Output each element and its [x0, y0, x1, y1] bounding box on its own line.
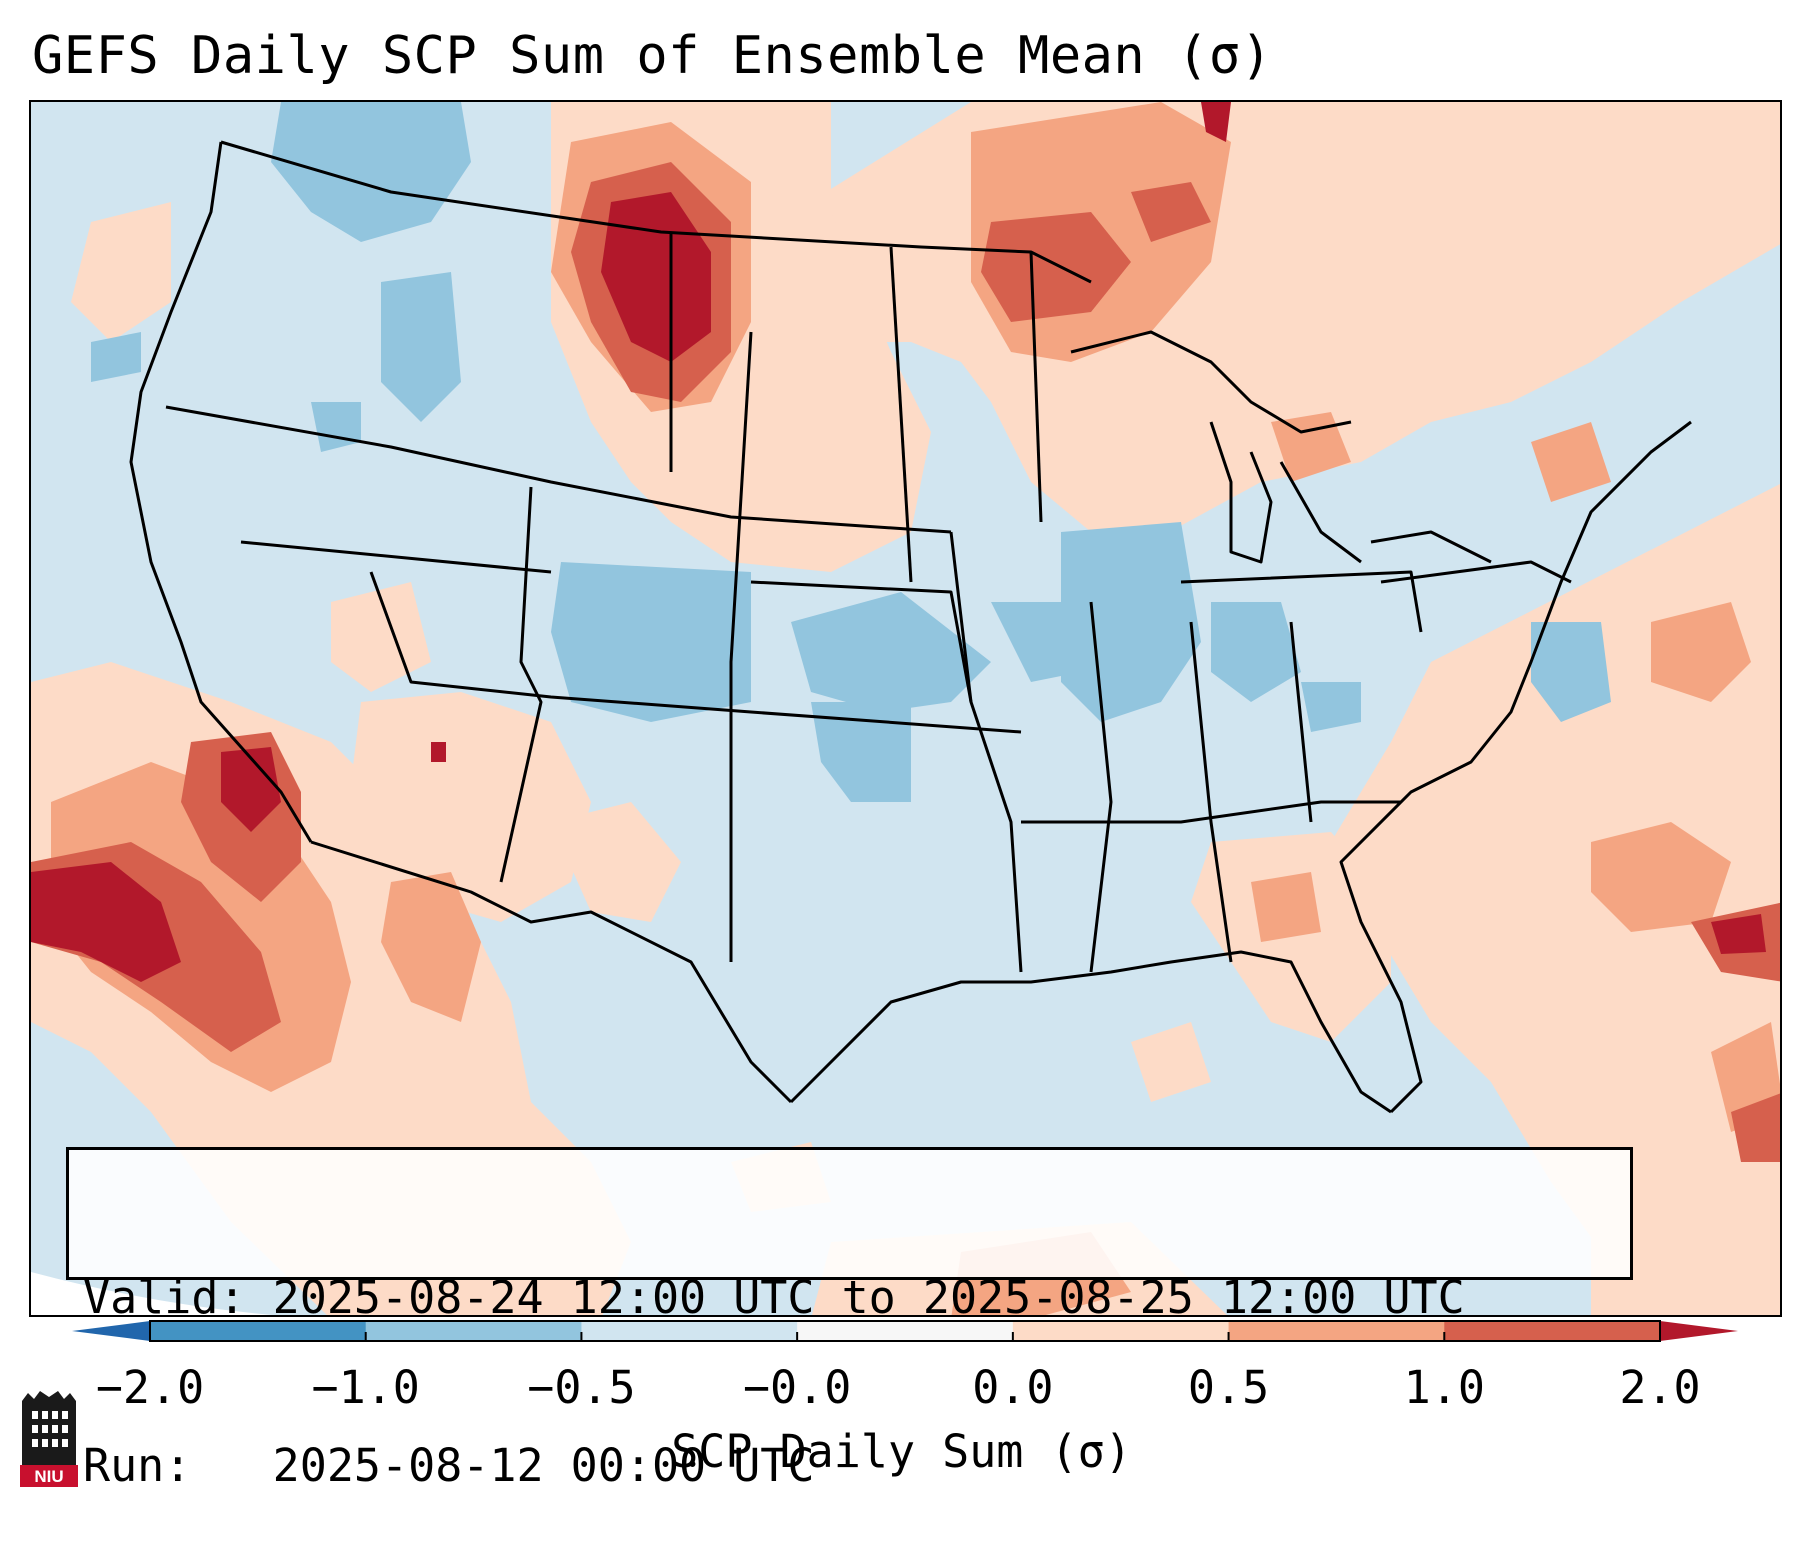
- colorbar-bin: [797, 1321, 1014, 1341]
- colorbar-tick-label: −0.0: [742, 1361, 852, 1414]
- colorbar-tick-label: −0.5: [527, 1361, 636, 1414]
- colorbar-under-arrow: [72, 1321, 150, 1341]
- chart-title: GEFS Daily SCP Sum of Ensemble Mean (σ): [32, 26, 1273, 86]
- colorbar-bin: [150, 1321, 367, 1341]
- colorbar-outline: [149, 1320, 1661, 1342]
- colorbar: [72, 1320, 1738, 1342]
- logo-banner: [20, 1465, 78, 1487]
- borders: [129, 140, 1692, 1114]
- logo-text: NIU: [34, 1467, 63, 1486]
- colorbar-bin: [365, 1321, 582, 1341]
- colorbar-label: SCP Daily Sum (σ): [671, 1425, 1132, 1478]
- niu-logo: NIU: [20, 1391, 78, 1487]
- colorbar-tick-label: −1.0: [311, 1361, 420, 1414]
- map-panel: [29, 100, 1782, 1317]
- anomaly-light-blue: [91, 102, 1611, 802]
- run-time-text: Run: 2025-08-12 00:00 UTC: [83, 1439, 815, 1492]
- colorbar-bin: [581, 1321, 798, 1341]
- colorbar-bin: [1444, 1321, 1661, 1341]
- projection-edge: [31, 1272, 273, 1315]
- colorbar-tick-label: 0.0: [972, 1361, 1054, 1414]
- colorbar-bin: [1012, 1321, 1230, 1341]
- colorbar-tick-label: 2.0: [1619, 1361, 1701, 1414]
- colorbar-tick-label: −2.0: [95, 1361, 205, 1414]
- valid-time-text: Valid: 2025-08-24 12:00 UTC to 2025-08-2…: [83, 1271, 1465, 1324]
- colorbar-bin: [1228, 1321, 1445, 1341]
- colorbar-tick-label: 0.5: [1187, 1361, 1270, 1414]
- colorbar-over-arrow: [1660, 1321, 1738, 1341]
- validity-info-box: Valid: 2025-08-24 12:00 UTC to 2025-08-2…: [66, 1147, 1633, 1492]
- colorbar-tick-label: 1.0: [1403, 1361, 1485, 1414]
- anomaly-map: [31, 102, 1780, 1315]
